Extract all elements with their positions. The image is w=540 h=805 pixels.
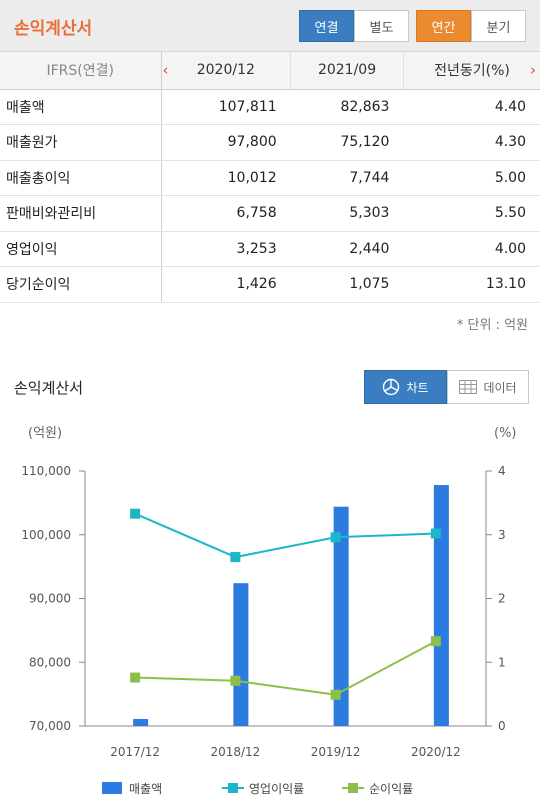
column-header: 2020/12 xyxy=(161,52,292,90)
point-영업이익률 xyxy=(330,532,341,543)
row-label: 당기순이익 xyxy=(0,266,162,303)
legend-swatch-bar xyxy=(102,782,122,794)
table-row: 매출액 107,811 82,863 4.40 xyxy=(0,89,540,125)
table-cell: 1,426 xyxy=(161,266,291,303)
point-영업이익률 xyxy=(130,508,141,519)
line-영업이익률 xyxy=(134,512,436,559)
point-순이익률 xyxy=(230,675,241,686)
right-tick-label: 1 xyxy=(498,655,506,669)
bar-2020/12 xyxy=(433,485,449,726)
table-cell: 5,303 xyxy=(290,195,404,232)
row-label: 영업이익 xyxy=(0,231,162,267)
left-tick-label: 90,000 xyxy=(29,592,71,606)
view-toggle: 차트 데이터 xyxy=(364,370,529,404)
table-cell: 13.10 xyxy=(403,266,540,303)
x-tick-label: 2018/12 xyxy=(210,745,260,759)
table-header-row: IFRS(연결) ‹ 2020/12 2021/09 전년동기(%) › xyxy=(0,52,540,90)
table-cell: 3,253 xyxy=(161,231,291,267)
chart-section-title: 손익계산서 xyxy=(14,379,84,397)
row-label: 매출총이익 xyxy=(0,160,162,196)
legend-label: 순이익률 xyxy=(369,782,413,796)
table-cell: 5.00 xyxy=(403,160,540,196)
left-tick-label: 110,000 xyxy=(21,464,71,478)
x-tick-label: 2019/12 xyxy=(311,745,361,759)
table-cell: 1,075 xyxy=(290,266,404,303)
chevron-left-icon[interactable]: ‹ xyxy=(162,61,169,79)
chart-view-button[interactable]: 차트 xyxy=(364,370,447,404)
x-tick-label: 2020/12 xyxy=(411,745,461,759)
consolidation-toggle: 연결 별도 xyxy=(299,10,409,42)
point-순이익률 xyxy=(430,636,441,647)
legend-swatch-marker xyxy=(348,783,358,793)
point-순이익률 xyxy=(130,672,141,683)
table-row: 매출원가 97,800 75,120 4.30 xyxy=(0,124,540,161)
legend-swatch-marker xyxy=(228,783,238,793)
table-cell: 10,012 xyxy=(161,160,291,196)
table-cell: 4.40 xyxy=(403,89,540,125)
table-cell: 7,744 xyxy=(290,160,404,196)
table-row: 영업이익 3,253 2,440 4.00 xyxy=(0,231,540,267)
annual-button[interactable]: 연간 xyxy=(416,10,471,42)
left-axis-unit: (억원) xyxy=(28,426,62,441)
table-cell: 2,440 xyxy=(290,231,404,267)
point-영업이익률 xyxy=(430,528,441,539)
income-statement-table: IFRS(연결) ‹ 2020/12 2021/09 전년동기(%) › 매출액… xyxy=(0,52,540,303)
consolidated-button[interactable]: 연결 xyxy=(299,10,354,42)
right-tick-label: 3 xyxy=(498,528,506,542)
right-tick-label: 4 xyxy=(498,464,506,478)
table-cell: 4.00 xyxy=(403,231,540,267)
bar-2017/12 xyxy=(133,718,149,726)
label-header: IFRS(연결) ‹ xyxy=(0,52,169,90)
bar-2019/12 xyxy=(333,506,349,726)
income-chart: (억원) (%) 70,000 80,000 90,000 100,000 110,000 0… xyxy=(21,426,517,796)
table-row: 당기순이익 1,426 1,075 13.10 xyxy=(0,266,540,303)
top-bar: 손익계산서 연결 별도 연간 분기 xyxy=(0,0,540,52)
period-toggle: 연간 분기 xyxy=(416,10,526,42)
table-cell: 4.30 xyxy=(403,124,540,161)
table-icon xyxy=(459,380,478,394)
bar-2018/12 xyxy=(233,583,249,726)
quarterly-button[interactable]: 분기 xyxy=(471,10,526,42)
right-tick-label: 2 xyxy=(498,592,506,606)
row-label: 매출원가 xyxy=(0,124,162,161)
x-tick-label: 2017/12 xyxy=(110,745,160,759)
line-순이익률 xyxy=(135,640,437,696)
unit-note: * 단위 : 억원 xyxy=(456,318,528,333)
table-cell: 5.50 xyxy=(403,195,540,232)
table-cell: 107,811 xyxy=(161,89,291,125)
separate-button[interactable]: 별도 xyxy=(354,10,409,42)
left-tick-label: 70,000 xyxy=(29,719,71,733)
table-cell: 82,863 xyxy=(290,89,404,125)
table-cell: 97,800 xyxy=(161,124,291,161)
column-header: 2021/09 xyxy=(290,52,404,90)
legend-label: 영업이익률 xyxy=(249,782,304,796)
right-axis-unit: (%) xyxy=(494,426,517,441)
row-label: 매출액 xyxy=(0,89,162,125)
table-row: 판매비와관리비 6,758 5,303 5.50 xyxy=(0,195,540,232)
legend-label: 매출액 xyxy=(129,782,162,796)
right-tick-label: 0 xyxy=(498,719,506,733)
point-순이익률 xyxy=(330,689,341,700)
chevron-right-icon[interactable]: › xyxy=(530,61,536,79)
left-tick-label: 80,000 xyxy=(29,655,71,669)
row-label: 판매비와관리비 xyxy=(0,195,162,232)
table-cell: 75,120 xyxy=(290,124,404,161)
left-tick-label: 100,000 xyxy=(21,528,71,542)
column-header: 전년동기(%) › xyxy=(403,52,540,90)
page-title: 손익계산서 xyxy=(14,19,93,39)
table-cell: 6,758 xyxy=(161,195,291,232)
point-영업이익률 xyxy=(230,552,241,563)
pie-chart-icon xyxy=(383,378,400,396)
table-row: 매출총이익 10,012 7,744 5.00 xyxy=(0,160,540,196)
data-view-button[interactable]: 데이터 xyxy=(447,370,529,404)
